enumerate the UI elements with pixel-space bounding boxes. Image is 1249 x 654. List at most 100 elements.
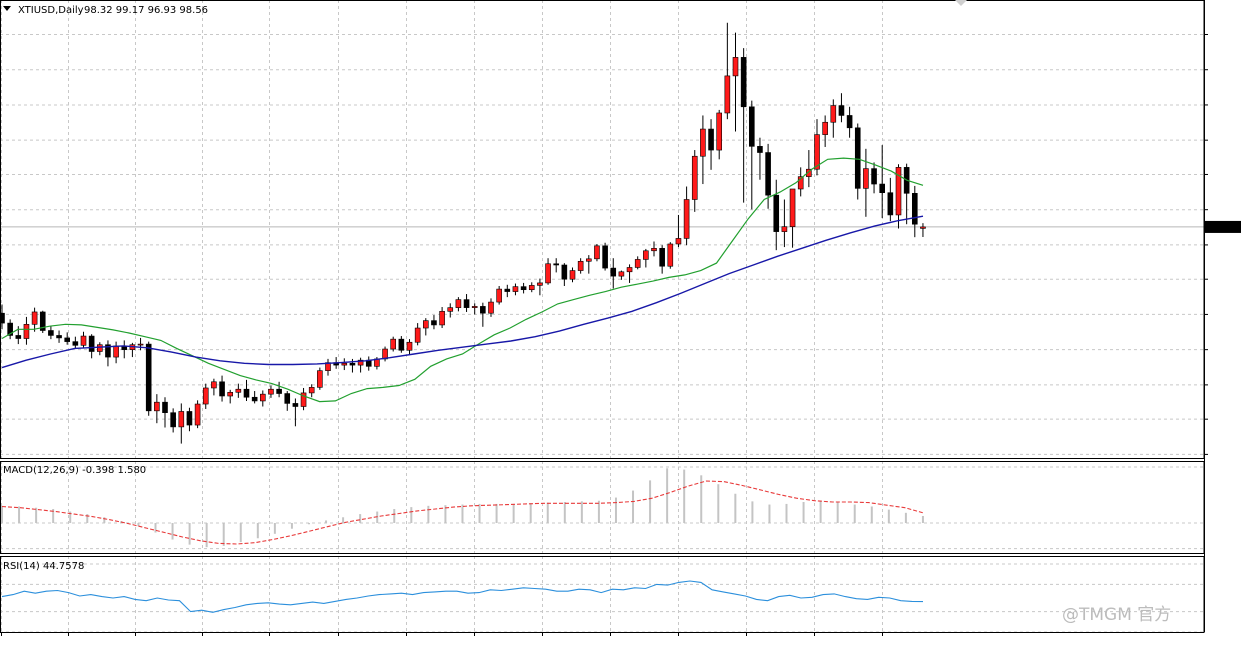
candle-body (553, 263, 560, 266)
candle-body (822, 121, 828, 135)
candle-body (414, 327, 421, 343)
candle-body (154, 401, 160, 412)
candle-body (390, 338, 397, 350)
candle-body (838, 105, 845, 116)
candle-body (64, 337, 70, 342)
collapse-triangle-icon[interactable] (3, 6, 11, 11)
candle-body (178, 411, 185, 428)
candle-body (748, 106, 755, 147)
candle-body (634, 259, 641, 268)
candle-body (0, 312, 5, 324)
candle-body (406, 341, 413, 351)
candle-body (740, 57, 747, 108)
candle-body (88, 335, 95, 352)
candle-body (431, 320, 437, 326)
candle-body (398, 338, 405, 351)
candle-body (105, 344, 111, 358)
candle-body (300, 392, 307, 407)
candle-body (162, 401, 168, 413)
candle-body (724, 75, 731, 114)
candle-body (186, 411, 193, 426)
pane-frame (0, 0, 1205, 459)
candle-body (194, 403, 201, 426)
candle-body (528, 285, 535, 291)
candle-body (651, 248, 657, 252)
candle-body (97, 344, 103, 352)
main-symbol-label: XTIUSD,Daily (18, 5, 84, 16)
candle-body (643, 250, 649, 260)
candle-body (488, 301, 494, 314)
candle-body (422, 320, 429, 329)
candle-body (471, 306, 478, 308)
candle-body (23, 324, 30, 339)
lines (1, 157, 924, 613)
candle-body (871, 168, 877, 185)
pane-frame (0, 556, 1205, 633)
ma-fast-line (1, 157, 924, 403)
candle-body (113, 345, 119, 358)
watermark: @TMGM 官方 (1062, 605, 1171, 625)
candle-body (15, 335, 22, 339)
candle-body (357, 359, 364, 366)
candle-body (577, 260, 584, 271)
candle-body (830, 105, 837, 123)
candle-body (504, 288, 511, 292)
axis-labels (1, 34, 1241, 636)
ma-slow-line (1, 215, 924, 369)
candle-body (520, 286, 527, 291)
candle-body (480, 306, 486, 314)
pane-frame (0, 461, 1205, 554)
candle-body (585, 258, 592, 262)
candle-body (72, 341, 79, 346)
candle-body (659, 248, 665, 267)
shift-marker-icon[interactable] (955, 0, 967, 6)
candle-body (39, 311, 46, 331)
candle-body (887, 192, 894, 216)
macd-label: MACD(12,26,9) -0.398 1.580 (3, 465, 146, 476)
candle-body (259, 393, 266, 402)
candle-body (806, 168, 812, 177)
candle-body (569, 270, 576, 280)
candle-body (284, 393, 291, 404)
candle-body (145, 343, 152, 412)
candle-body (317, 370, 323, 388)
candle-body (251, 396, 258, 402)
candle-body (854, 127, 861, 189)
candle-body (691, 155, 698, 200)
rsi-label: RSI(14) 44.7578 (3, 561, 84, 572)
candle-body (268, 388, 274, 395)
candle-body (235, 388, 242, 393)
candle-body (56, 335, 62, 339)
candle-body (292, 403, 299, 407)
candle-body (594, 245, 600, 260)
candle-body (447, 307, 454, 312)
candle-body (765, 152, 771, 196)
candle-body (463, 299, 470, 308)
candle-body (863, 168, 869, 189)
candle-body (667, 243, 674, 267)
candles (0, 22, 926, 444)
candle-body (48, 330, 54, 336)
candle-body (675, 238, 682, 245)
candle-body (455, 299, 462, 308)
candle-body (814, 134, 820, 170)
candle-body (276, 388, 282, 394)
candle-body (561, 264, 568, 280)
candle-body (512, 286, 519, 292)
candle-body (781, 226, 788, 232)
candle-body (716, 112, 723, 151)
rsi-line (1, 580, 924, 613)
candle-body (341, 362, 348, 366)
candle-body (797, 176, 804, 190)
candle-body (219, 381, 225, 397)
candle-body (308, 387, 315, 394)
candle-body (683, 199, 690, 239)
candle-body (496, 288, 502, 303)
candle-body (31, 311, 38, 325)
candle-body (789, 188, 796, 227)
candle-body (243, 388, 250, 398)
candle-body (202, 387, 209, 405)
grid (0, 0, 1204, 633)
candle-body (80, 335, 87, 346)
candle-body (700, 128, 706, 157)
